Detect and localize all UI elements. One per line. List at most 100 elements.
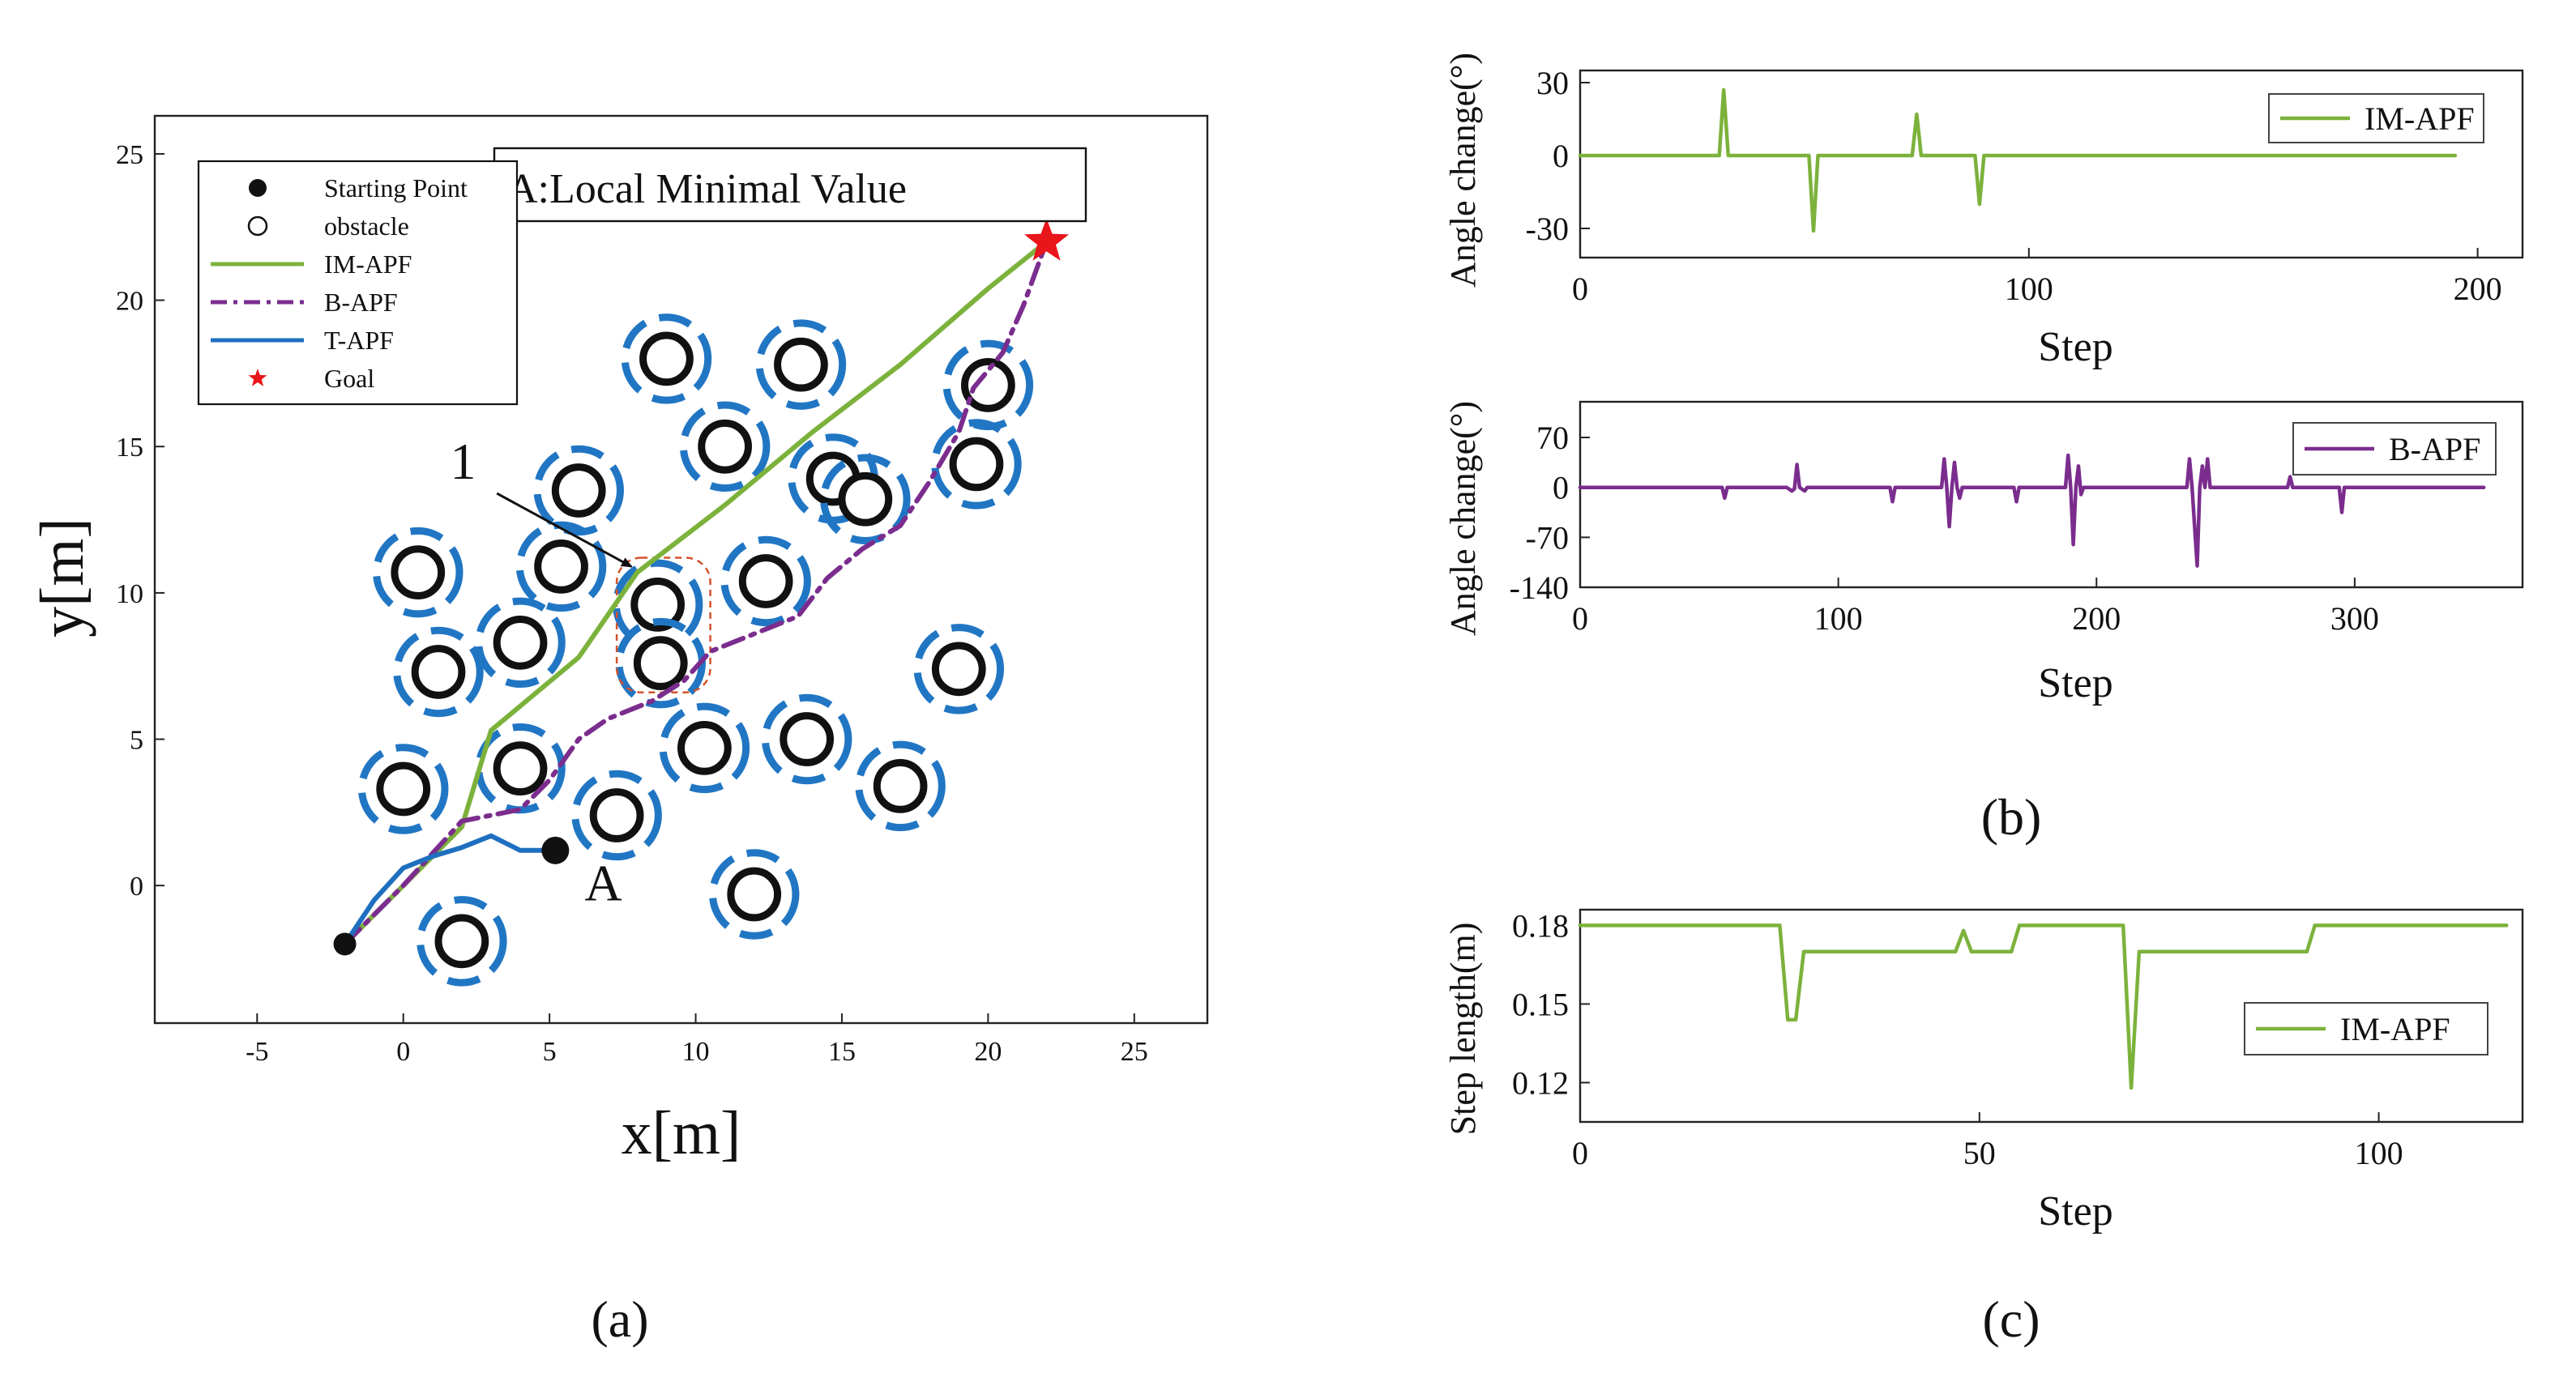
obstacle-influence-ring <box>708 849 800 940</box>
legend-starting-point-marker <box>249 179 267 197</box>
panel-a-ytick-label: 20 <box>116 287 143 317</box>
panel-b2-ytick-label: 70 <box>1536 420 1569 456</box>
panel-c-ytick-label: 0.15 <box>1512 986 1569 1022</box>
panel-b2-frame <box>1578 400 2524 589</box>
obstacle-influence-ring <box>515 521 607 612</box>
t-apf-stuck-point <box>541 836 570 864</box>
obstacle <box>838 471 893 527</box>
panel-b2-xtick-label: 200 <box>2072 600 2121 637</box>
legend-entry-label: IM-APF <box>324 249 412 279</box>
obstacle-influence-ring <box>820 454 911 545</box>
legend-obstacle-marker <box>247 215 268 237</box>
panel-b2-series-line <box>1578 453 2486 568</box>
obstacle <box>630 577 686 632</box>
obstacle-influence-ring <box>679 401 771 492</box>
legend-goal-marker <box>248 369 267 386</box>
obstacle <box>961 358 1015 412</box>
panel-b1-ytick-label: 0 <box>1553 138 1569 174</box>
panel-c-ytick-label: 0.18 <box>1512 907 1569 944</box>
obstacle <box>949 437 1004 492</box>
obstacle-influence-ring <box>475 597 566 689</box>
panel-a-legend <box>197 160 519 406</box>
obstacle-influence-ring <box>621 313 712 404</box>
obstacle <box>780 712 835 766</box>
obstacle-influence-ring <box>755 319 847 410</box>
panel-b1-xtick-label: 0 <box>1572 271 1588 307</box>
panel-c-frame <box>1578 908 2524 1124</box>
panel-b2-xtick-label: 100 <box>1814 600 1863 637</box>
panel-b1-legend-label: IM-APF <box>2365 100 2475 137</box>
obstacle-influence-ring <box>659 702 750 794</box>
annotation-1: 1 <box>450 433 476 490</box>
panel-a-ytick-label: 0 <box>130 872 143 902</box>
im-apf-path <box>342 239 1049 947</box>
panel-c-series-line <box>1578 923 2509 1090</box>
b-apf-path <box>342 239 1049 947</box>
obstacle-influence-ring <box>931 419 1022 510</box>
panel-a-xtick-label: 25 <box>1121 1037 1148 1067</box>
panel-b1-frame <box>1578 69 2524 259</box>
panel-a-xtick-label: 15 <box>828 1037 856 1067</box>
obstacle-influence-ring <box>761 693 852 785</box>
obstacle <box>411 645 466 699</box>
obstacle <box>376 761 431 817</box>
panel-b1-xtick-label: 100 <box>2005 271 2053 307</box>
obstacle <box>727 867 782 922</box>
obstacle <box>434 914 489 969</box>
panel-b2-ylabel: Angle change(°) <box>1443 401 1483 636</box>
obstacle-influence-ring <box>913 624 1005 714</box>
panel-b2-xtick-label: 0 <box>1572 600 1588 637</box>
obstacle-influence-ring <box>571 770 662 861</box>
panel-b1-ytick-label: -30 <box>1526 211 1569 247</box>
panel-c-xtick-label: 50 <box>1963 1135 1996 1171</box>
panel-label-a: (a) <box>591 1290 648 1348</box>
panel-b1-xtick-label: 200 <box>2454 271 2502 307</box>
panel-a-xtick-label: -5 <box>246 1037 268 1067</box>
panel-c-ylabel: Step length(m) <box>1443 923 1483 1136</box>
obstacle <box>738 554 793 608</box>
legend-entry-label: B-APF <box>324 288 398 317</box>
panel-b2-ytick-label: -70 <box>1526 519 1569 556</box>
obstacle <box>873 758 928 813</box>
obstacle <box>633 636 688 690</box>
obstacle <box>589 788 644 842</box>
panel-b2-ytick-label: 0 <box>1553 470 1569 506</box>
panel-a-xtick-label: 0 <box>396 1037 410 1067</box>
panel-a-xtick-label: 5 <box>543 1037 557 1067</box>
obstacle <box>677 721 732 775</box>
obstacle <box>493 741 548 796</box>
obstacle <box>698 419 752 474</box>
annotation-box-text: A:Local Minimal Value <box>507 166 907 212</box>
panel-a-ytick-label: 5 <box>130 725 143 755</box>
obstacle-influence-ring <box>373 527 464 618</box>
panel-b1-ytick-label: 30 <box>1536 65 1569 101</box>
panel-a-xtick-label: 10 <box>682 1037 710 1067</box>
panel-c-xtick-label: 0 <box>1572 1135 1588 1171</box>
panel-c-xtick-label: 100 <box>2355 1135 2403 1171</box>
obstacle-influence-ring <box>855 740 946 832</box>
panel-a-xtick-label: 20 <box>974 1037 1002 1067</box>
annotation-1-arrow <box>496 492 633 568</box>
panel-b1-ylabel: Angle change(°) <box>1443 53 1483 288</box>
panel-b1-xlabel: Step <box>2038 324 2112 370</box>
panel-a-ytick-label: 10 <box>116 579 143 609</box>
t-apf-path <box>342 833 558 947</box>
panel-b2-xlabel: Step <box>2038 660 2112 706</box>
panel-label-b: (b) <box>1981 788 2042 846</box>
panel-c-legend-label: IM-APF <box>2340 1011 2450 1047</box>
panel-a-ytick-label: 15 <box>116 433 143 463</box>
panel-b1-series-line <box>1578 87 2458 233</box>
panel-a-ytick-label: 25 <box>116 140 143 170</box>
obstacle <box>534 539 588 594</box>
panel-a-xlabel: x[m] <box>622 1099 741 1167</box>
panel-c-ytick-label: 0.12 <box>1512 1064 1569 1101</box>
obstacle <box>493 615 548 670</box>
obstacle <box>639 331 694 386</box>
panel-c-xlabel: Step <box>2038 1188 2112 1235</box>
obstacle <box>551 463 606 518</box>
obstacle-influence-ring <box>357 744 449 834</box>
panel-a-frame <box>153 114 1209 1025</box>
obstacle <box>391 545 446 599</box>
legend-entry-label: T-APF <box>324 326 394 355</box>
obstacle-influence-ring <box>720 535 811 627</box>
